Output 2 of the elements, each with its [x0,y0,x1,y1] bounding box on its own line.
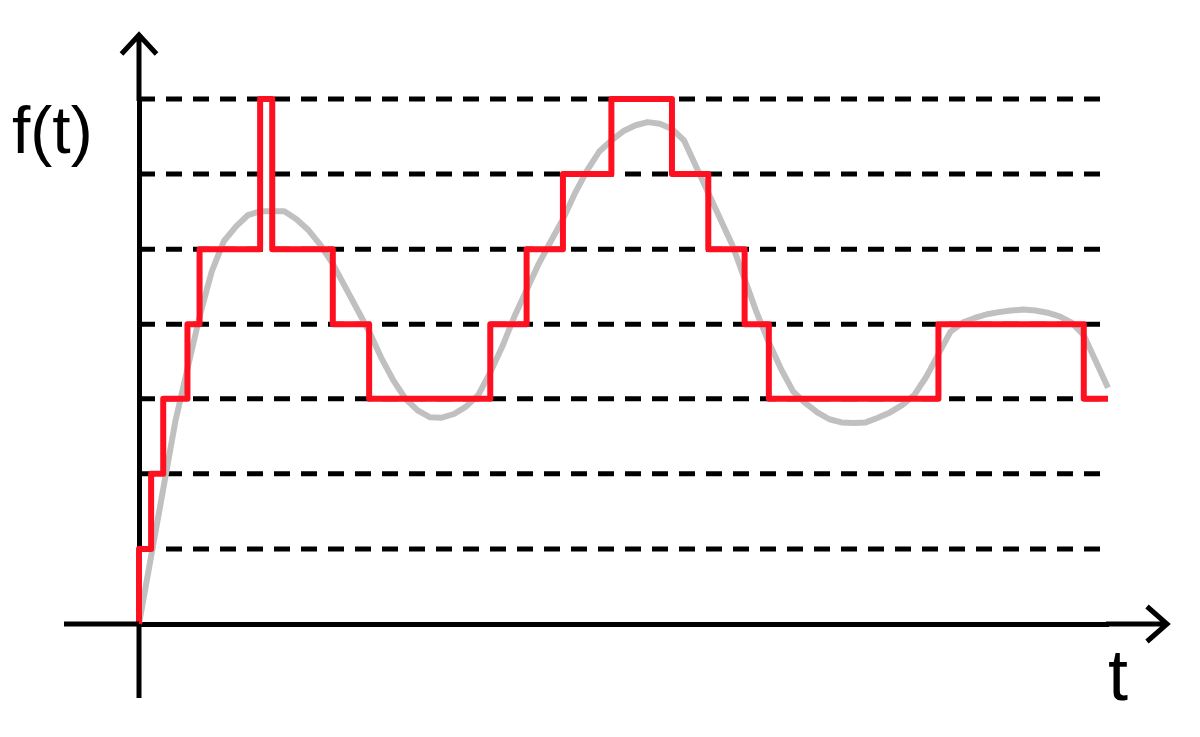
y-axis-title: f(t) [12,93,93,167]
x-axis-title: t [1108,635,1129,715]
